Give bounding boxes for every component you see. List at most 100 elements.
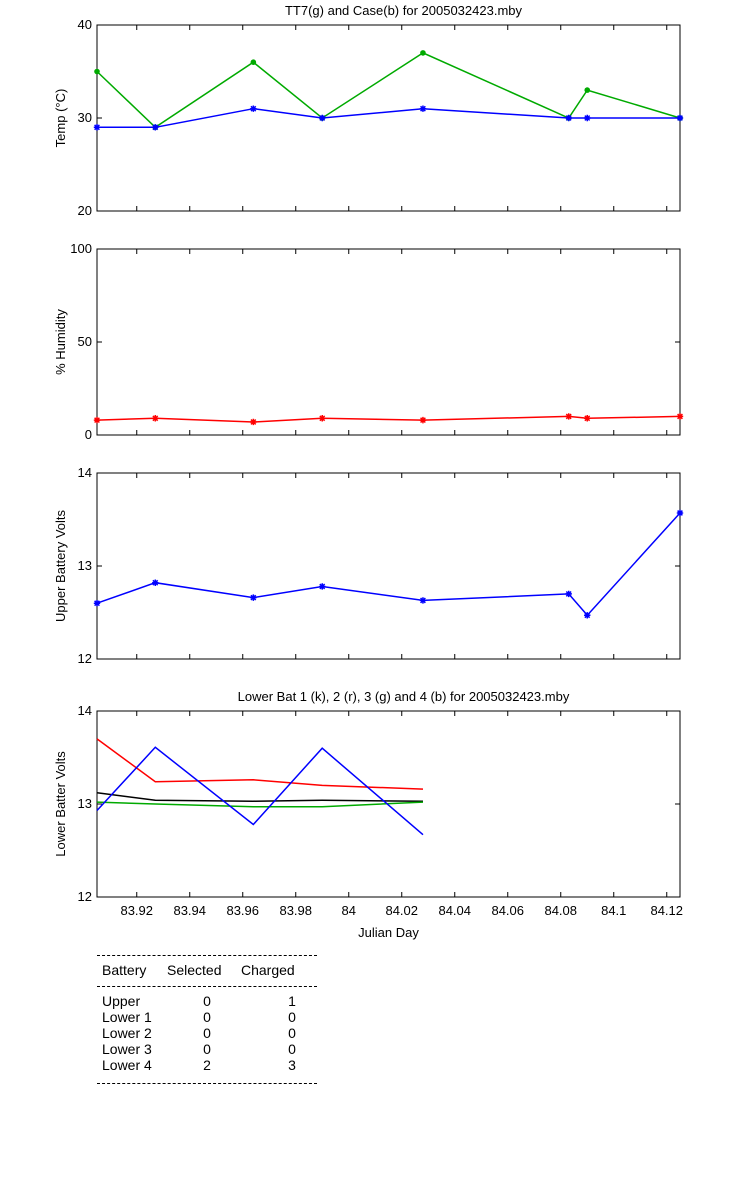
row-charged: 1 xyxy=(288,993,296,1009)
data-point xyxy=(319,114,326,122)
series-line xyxy=(96,738,424,790)
y-axis-label: % Humidity xyxy=(53,309,68,375)
data-point xyxy=(93,416,101,424)
x-axis-label: Julian Day xyxy=(358,925,419,940)
figure: 20 30 40 TT7(g) and Case(b) for 2005032423.… xyxy=(53,3,684,940)
row-selected: 2 xyxy=(203,1057,211,1073)
y-tick-label: 12 xyxy=(78,651,92,666)
series-line xyxy=(96,792,424,802)
data-point xyxy=(250,59,257,65)
data-point xyxy=(565,590,572,598)
data-point xyxy=(676,509,684,517)
data-point xyxy=(93,124,101,131)
series-line xyxy=(96,801,424,808)
header-selected: Selected xyxy=(167,962,222,978)
table-row: Upper 0 1 xyxy=(97,993,317,1009)
series-line xyxy=(96,512,681,617)
data-point xyxy=(152,579,159,586)
data-point xyxy=(419,105,427,112)
y-tick-label: 13 xyxy=(78,558,92,573)
y-tick-label: 40 xyxy=(78,17,92,32)
x-tick-label: 83.96 xyxy=(226,903,259,918)
table-row: Lower 3 0 0 xyxy=(97,1041,317,1057)
table-row: Lower 4 2 3 xyxy=(97,1057,317,1073)
data-point xyxy=(584,114,591,122)
y-tick-label: 14 xyxy=(78,465,92,480)
data-point xyxy=(319,583,326,590)
x-tick-label: 84.02 xyxy=(385,903,418,918)
row-charged: 0 xyxy=(288,1009,296,1025)
row-charged: 0 xyxy=(288,1041,296,1057)
x-tick-label: 83.94 xyxy=(173,903,206,918)
y-tick-label: 30 xyxy=(78,110,92,125)
data-point xyxy=(152,415,159,422)
chart-panel-1: 20 30 40 TT7(g) and Case(b) for 2005032423.… xyxy=(53,3,684,218)
data-point xyxy=(584,415,591,422)
data-point xyxy=(152,124,159,131)
data-point xyxy=(419,597,427,604)
data-point xyxy=(584,612,591,619)
row-battery: Lower 1 xyxy=(102,1009,152,1025)
table-header-rule xyxy=(97,986,317,987)
row-selected: 0 xyxy=(203,1009,211,1025)
x-tick-label: 84.06 xyxy=(491,903,524,918)
table-row: Lower 2 0 0 xyxy=(97,1025,317,1041)
data-point xyxy=(419,416,427,424)
row-battery: Lower 2 xyxy=(102,1025,152,1041)
y-tick-label: 50 xyxy=(78,334,92,349)
chart-title: TT7(g) and Case(b) for 2005032423.mby xyxy=(285,3,523,18)
data-point xyxy=(319,415,326,422)
x-tick-label: 84.12 xyxy=(650,903,683,918)
data-point xyxy=(250,594,257,601)
table-bottom-rule xyxy=(97,1083,317,1084)
y-axis-label: Upper Battery Volts xyxy=(53,510,68,622)
row-selected: 0 xyxy=(203,1041,211,1057)
data-point xyxy=(420,50,426,56)
row-battery: Lower 4 xyxy=(102,1057,152,1073)
battery-table: Battery Selected Charged Upper 0 1 Lower… xyxy=(97,955,317,1084)
header-charged: Charged xyxy=(241,962,295,978)
row-selected: 0 xyxy=(203,993,211,1009)
table-body: Upper 0 1 Lower 1 0 0 Lower 2 0 0 Lower … xyxy=(97,993,317,1073)
chart-panel-3: 12 13 14 Upper Battery Volts xyxy=(53,465,684,666)
series-line xyxy=(97,107,680,129)
y-tick-label: 13 xyxy=(78,796,92,811)
data-point xyxy=(584,87,591,93)
series-line xyxy=(96,746,424,836)
header-battery: Battery xyxy=(102,962,147,978)
y-tick-label: 100 xyxy=(70,241,92,256)
data-point xyxy=(676,114,684,122)
data-point xyxy=(565,114,572,122)
data-point xyxy=(94,68,100,75)
row-battery: Upper xyxy=(102,993,141,1009)
y-tick-label: 0 xyxy=(85,427,92,442)
chart-panel-4: 12 13 14 83.92 83.94 83.96 83.98 84 84.02 84.04 84… xyxy=(53,689,683,940)
table-header-row: Battery Selected Charged xyxy=(97,960,317,980)
series-line xyxy=(96,415,681,423)
data-point xyxy=(250,105,257,112)
x-tick-label: 83.92 xyxy=(120,903,153,918)
x-tick-label: 84 xyxy=(342,903,356,918)
row-battery: Lower 3 xyxy=(102,1041,152,1057)
data-point xyxy=(250,418,257,426)
x-tick-label: 84.1 xyxy=(601,903,626,918)
plot-frame xyxy=(96,472,681,660)
y-tick-label: 14 xyxy=(78,703,92,718)
y-tick-label: 20 xyxy=(78,203,92,218)
row-charged: 3 xyxy=(288,1057,296,1073)
row-charged: 0 xyxy=(288,1025,296,1041)
x-tick-label: 83.98 xyxy=(279,903,312,918)
data-point xyxy=(565,413,572,420)
data-point xyxy=(676,413,684,420)
chart-title: Lower Bat 1 (k), 2 (r), 3 (g) and 4 (b) … xyxy=(238,689,570,704)
y-axis-label: Lower Batter Volts xyxy=(53,751,68,857)
series-line xyxy=(96,52,681,129)
row-selected: 0 xyxy=(203,1025,211,1041)
chart-panel-2: 0 50 100 % Humidity xyxy=(53,241,684,442)
y-axis-label: Temp (°C) xyxy=(53,89,68,148)
x-tick-label: 84.08 xyxy=(544,903,577,918)
y-tick-label: 12 xyxy=(78,889,92,904)
data-point xyxy=(93,600,101,607)
x-tick-label: 84.04 xyxy=(438,903,471,918)
table-row: Lower 1 0 0 xyxy=(97,1009,317,1025)
